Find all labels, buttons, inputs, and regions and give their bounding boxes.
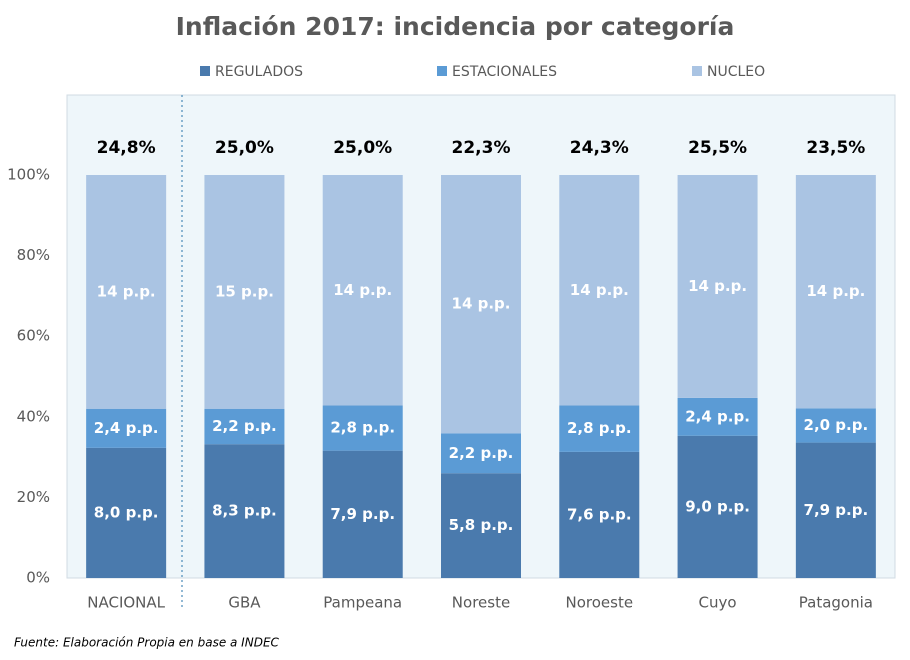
value-label: 5,8 p.p. [449,516,514,534]
value-label: 7,9 p.p. [804,501,869,519]
y-tick-label: 80% [17,246,50,264]
y-tick-label: 0% [26,569,50,587]
y-tick-label: 60% [17,327,50,345]
legend-swatch [437,66,447,76]
value-label: 9,0 p.p. [685,497,750,515]
legend-label: NUCLEO [707,64,765,80]
bar-segment [204,175,285,409]
value-label: 14 p.p. [452,295,511,313]
x-tick-label: Cuyo [699,594,737,612]
value-label: 2,4 p.p. [94,419,159,437]
bar-segment [204,408,285,445]
x-tick-label: Noroeste [565,594,633,612]
bar-segment [322,405,403,451]
bar-segment [559,175,640,406]
total-label: 24,3% [570,138,629,158]
value-label: 15 p.p. [215,282,274,300]
total-label: 25,5% [688,138,747,158]
value-label: 14 p.p. [806,282,865,300]
y-tick-label: 20% [17,488,50,506]
bar-segment [204,444,285,578]
bar-segment [795,442,876,578]
bar-segment [795,408,876,443]
value-label: 7,9 p.p. [330,505,395,523]
bar-segment [86,175,167,409]
chart-title: Inflación 2017: incidencia por categoría [176,12,735,41]
value-label: 14 p.p. [688,277,747,295]
bar-segment [795,175,876,409]
bar-segment [441,433,521,474]
x-tick-label: NACIONAL [87,594,165,612]
bar-segment [86,447,167,578]
total-label: 22,3% [452,138,511,158]
y-tick-label: 40% [17,407,50,425]
value-label: 8,3 p.p. [212,502,277,520]
y-tick-label: 100% [7,166,50,184]
x-tick-label: Patagonia [799,594,873,612]
value-label: 14 p.p. [97,282,156,300]
bar-segment [322,175,403,406]
legend-label: ESTACIONALES [452,64,557,80]
source-note: Fuente: Elaboración Propia en base a IND… [14,636,280,650]
x-tick-label: Pampeana [323,594,402,612]
total-label: 25,0% [215,138,274,158]
legend-swatch [692,66,702,76]
value-label: 14 p.p. [570,281,629,299]
bar-segment [677,435,758,578]
value-label: 8,0 p.p. [94,503,159,521]
legend-swatch [200,66,210,76]
x-tick-label: Noreste [452,594,510,612]
value-label: 2,4 p.p. [685,407,750,425]
value-label: 2,2 p.p. [449,444,514,462]
total-label: 24,8% [97,138,156,158]
value-label: 2,2 p.p. [212,417,277,435]
value-label: 2,0 p.p. [804,416,869,434]
bar-segment [86,408,167,448]
bar-segment [677,175,758,398]
total-label: 25,0% [333,138,392,158]
legend-label: REGULADOS [215,64,303,80]
value-label: 7,6 p.p. [567,505,632,523]
bar-segment [559,405,640,452]
x-tick-label: GBA [228,594,261,612]
bar-segment [441,473,521,578]
total-label: 23,5% [806,138,865,158]
value-label: 2,8 p.p. [330,419,395,437]
bar-segment [322,450,403,578]
bar-segment [559,451,640,578]
bar-segment [441,175,521,434]
value-label: 14 p.p. [333,281,392,299]
bar-segment [677,397,758,436]
value-label: 2,8 p.p. [567,419,632,437]
